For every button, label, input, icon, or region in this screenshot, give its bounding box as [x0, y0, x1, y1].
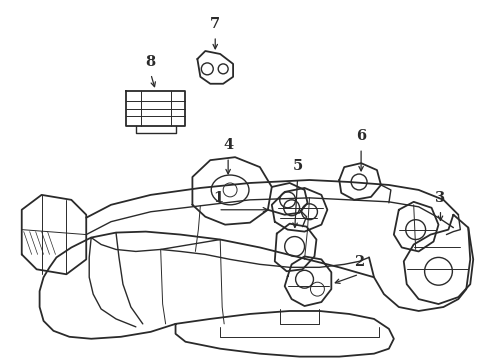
- Text: 3: 3: [436, 191, 445, 205]
- Text: 5: 5: [293, 159, 303, 173]
- Text: 6: 6: [356, 129, 366, 143]
- Text: 7: 7: [210, 17, 221, 31]
- Text: 4: 4: [223, 138, 233, 152]
- Text: 1: 1: [213, 191, 223, 205]
- Text: 8: 8: [146, 55, 156, 69]
- Text: 2: 2: [354, 255, 364, 269]
